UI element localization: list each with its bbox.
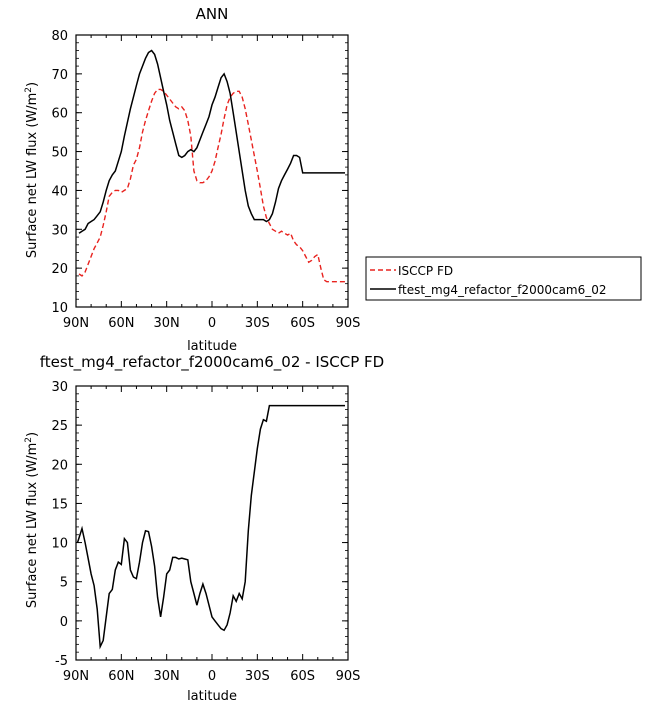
top-x-tick-label: 0 [208, 316, 216, 331]
svg-text:Surface net LW flux (W/m2): Surface net LW flux (W/m2) [24, 432, 40, 608]
bottom-x-axis-label: latitude [187, 689, 237, 704]
bottom-y-axis-label-tail: ) [25, 432, 40, 437]
top-y-tick-label: 50 [51, 146, 68, 161]
bottom-plot-frame [75, 385, 349, 661]
top-y-axis-label-sup: 2 [24, 87, 34, 93]
bottom-y-tick-label: 25 [51, 419, 68, 434]
bottom-y-tick-label: 15 [51, 497, 68, 512]
top-y-tick-label: 40 [51, 184, 68, 199]
top-y-axis-label: Surface net LW flux (W/m2) [24, 82, 40, 258]
bottom-x-tick-label: 60N [108, 669, 134, 684]
top-x-tick-label: 60N [108, 316, 134, 331]
bottom-y-tick-label: -5 [55, 654, 68, 669]
top-x-tick-label: 90S [336, 316, 361, 331]
legend-label-0: ISCCP FD [398, 264, 453, 278]
top-x-tick-label: 30N [154, 316, 180, 331]
top-y-tick-label: 30 [51, 223, 68, 238]
top-x-tick-label: 90N [63, 316, 89, 331]
top-y-tick-label: 10 [51, 301, 68, 316]
bottom-series-line-0 [76, 404, 345, 650]
top-y-tick-label: 20 [51, 262, 68, 277]
legend: ISCCP FD ftest_mg4_refactor_f2000cam6_02 [365, 256, 642, 301]
bottom-x-tick-label: 30S [245, 669, 270, 684]
top-y-axis-label-tail: ) [25, 82, 40, 87]
bottom-x-tick-label: 60S [290, 669, 315, 684]
bottom-y-tick-label: 5 [60, 576, 68, 591]
legend-box [365, 256, 642, 301]
svg-text:Surface net LW flux (W/m2): Surface net LW flux (W/m2) [24, 82, 40, 258]
top-series-line-0 [78, 88, 348, 283]
bottom-y-axis-label-text: Surface net LW flux (W/m [25, 443, 40, 608]
top-x-tick-label: 30S [245, 316, 270, 331]
bottom-y-tick-label: 20 [51, 458, 68, 473]
top-y-tick-label: 70 [51, 68, 68, 83]
bottom-y-tick-label: 0 [60, 615, 68, 630]
bottom-chart-title: ftest_mg4_refactor_f2000cam6_02 - ISCCP … [40, 353, 384, 372]
bottom-x-tick-label: 90S [336, 669, 361, 684]
top-y-axis-label-text: Surface net LW flux (W/m [25, 93, 40, 258]
bottom-chart-panel: ftest_mg4_refactor_f2000cam6_02 - ISCCP … [24, 353, 384, 704]
bottom-y-tick-label: 30 [51, 380, 68, 395]
top-chart-panel: ANN Surface net LW flux (W/m2) latitude … [24, 5, 642, 354]
top-y-tick-label: 80 [51, 29, 68, 44]
bottom-y-axis-label: Surface net LW flux (W/m2) [24, 432, 40, 608]
top-chart-title: ANN [196, 5, 229, 23]
bottom-x-tick-label: 30N [154, 669, 180, 684]
bottom-y-axis-label-sup: 2 [24, 437, 34, 443]
bottom-y-tick-label: 10 [51, 537, 68, 552]
top-y-tick-label: 60 [51, 107, 68, 122]
legend-label-1: ftest_mg4_refactor_f2000cam6_02 [398, 283, 607, 297]
top-x-axis-label: latitude [187, 339, 237, 354]
top-series-line-1 [78, 49, 345, 234]
top-x-tick-label: 60S [290, 316, 315, 331]
bottom-x-tick-label: 90N [63, 669, 89, 684]
bottom-x-tick-label: 0 [208, 669, 216, 684]
